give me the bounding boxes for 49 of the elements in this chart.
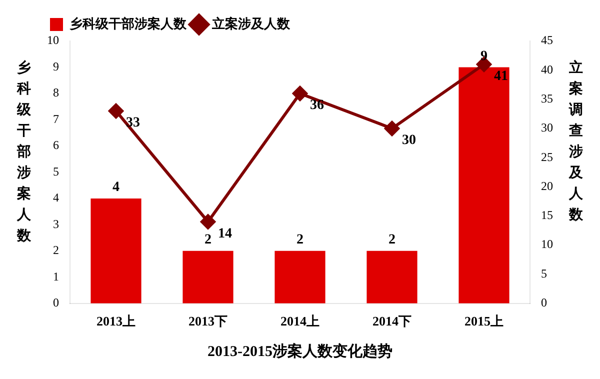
legend-label: 立案涉及人数 xyxy=(211,16,291,31)
y-tick-label: 4 xyxy=(53,190,59,205)
y2-tick-label: 0 xyxy=(541,296,547,310)
data-label: 33 xyxy=(126,116,140,131)
y2-tick-label: 15 xyxy=(541,208,553,222)
x-tick-label: 2015上 xyxy=(464,314,504,329)
data-label: 30 xyxy=(402,133,416,148)
y2-tick-label: 20 xyxy=(541,178,553,193)
y-tick-label: 0 xyxy=(53,296,59,310)
y-tick-label: 9 xyxy=(53,59,59,74)
data-label: 41 xyxy=(494,68,508,84)
bar xyxy=(366,250,418,304)
data-label: 14 xyxy=(218,226,232,242)
bar xyxy=(182,250,234,304)
data-label: 4 xyxy=(112,180,120,196)
y-tick-label: 3 xyxy=(53,216,59,231)
point xyxy=(200,214,216,230)
y-tick-label: 1 xyxy=(53,269,59,284)
y2-tick-label: 35 xyxy=(541,91,553,106)
x-tick-label: 2014下 xyxy=(372,314,412,329)
text: 2013-2015涉案人数变化趋势 xyxy=(208,342,392,360)
y-tick-label: 5 xyxy=(53,164,59,178)
legend-label: 乡科级干部涉案人数 xyxy=(70,16,188,31)
point xyxy=(108,103,124,118)
bar xyxy=(458,67,510,304)
y2-tick-label: 10 xyxy=(541,237,553,252)
y2-tick-label: 45 xyxy=(541,33,553,48)
y-tick-label: 10 xyxy=(47,33,59,48)
y-tick-label: 2 xyxy=(53,243,59,258)
y-tick-label: 6 xyxy=(53,138,59,152)
point xyxy=(384,120,400,136)
y2-tick-label: 40 xyxy=(541,62,553,76)
data-label: 2 xyxy=(296,232,304,248)
data-label: 2 xyxy=(388,232,396,248)
bar xyxy=(274,250,326,304)
y2-tick-label: 30 xyxy=(541,120,553,135)
data-label: 2 xyxy=(204,232,212,248)
bar xyxy=(90,198,142,304)
y2-tick-label: 25 xyxy=(541,150,553,164)
data-label: 36 xyxy=(310,98,324,114)
y-tick-label: 8 xyxy=(53,86,59,100)
point xyxy=(292,86,308,101)
x-tick-label: 2013下 xyxy=(188,314,228,329)
x-tick-label: 2014上 xyxy=(280,314,320,329)
y-tick-label: 7 xyxy=(53,112,59,126)
text: 乡科级干部涉案人数 xyxy=(17,61,31,244)
y2-axis-title: 立案调查涉及人数 xyxy=(568,58,584,225)
x-tick-label: 2013上 xyxy=(96,314,136,329)
y2-tick-label: 5 xyxy=(541,266,547,280)
